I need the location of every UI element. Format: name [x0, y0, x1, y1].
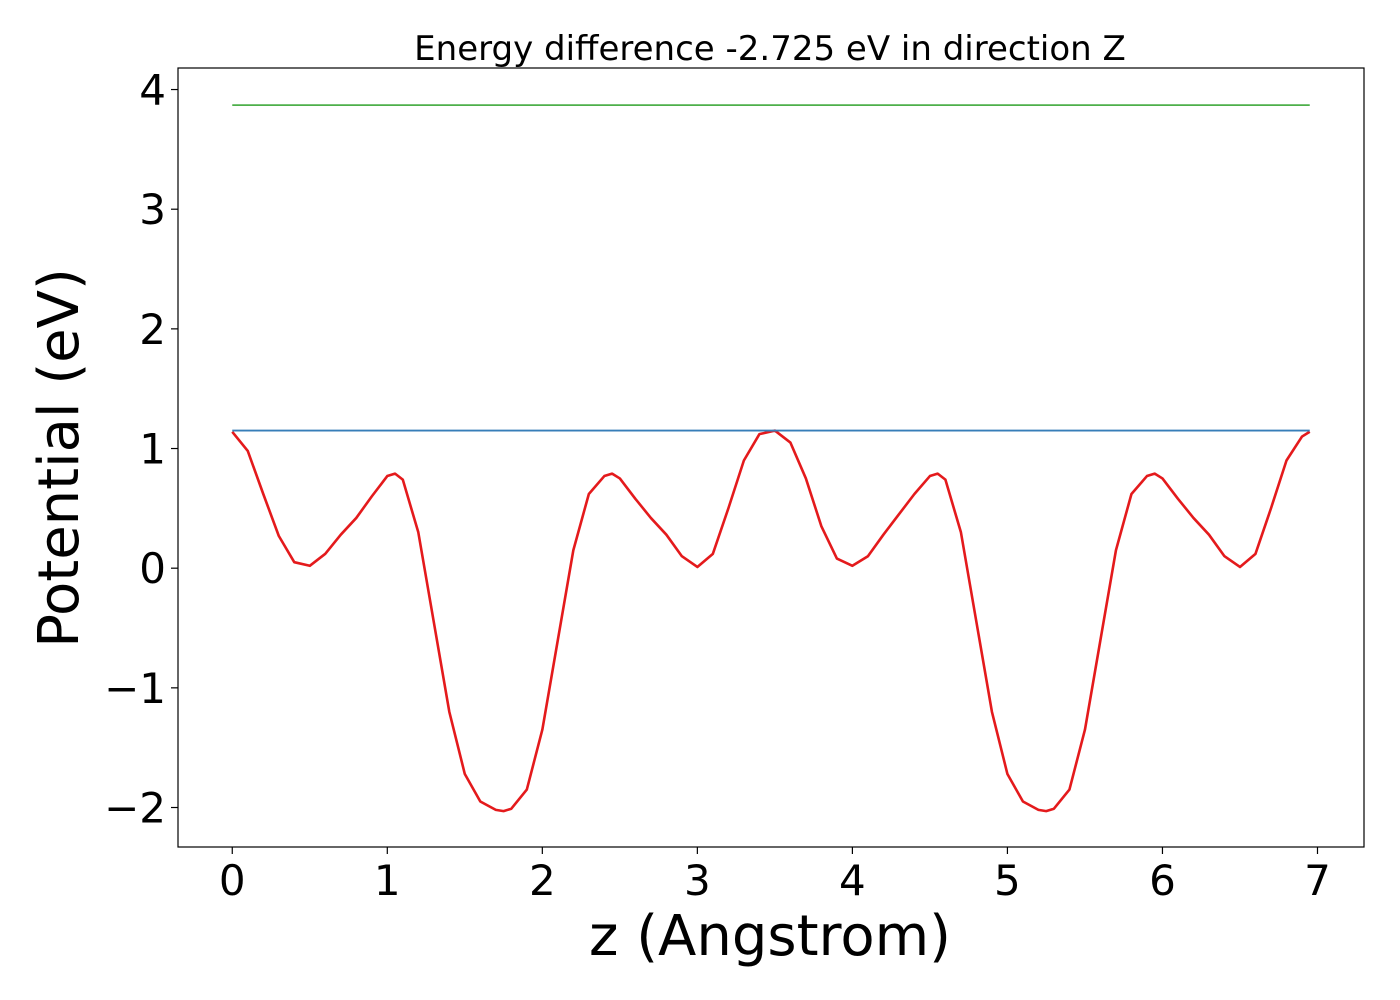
x-axis-ticks: 0 1 2 3 4 5 6 7 — [219, 847, 1331, 905]
y-tick-label: −1 — [104, 664, 166, 713]
x-tick-label: 1 — [374, 856, 401, 905]
y-tick-label: 3 — [139, 185, 166, 234]
chart-title: Energy difference -2.725 eV in direction… — [414, 29, 1126, 69]
y-tick-label: 0 — [139, 544, 166, 593]
plot-frame — [177, 67, 1365, 848]
y-tick-label: −2 — [104, 784, 166, 833]
y-tick-label: 4 — [139, 66, 166, 115]
x-tick-label: 5 — [994, 856, 1021, 905]
x-tick-label: 7 — [1304, 856, 1331, 905]
x-tick-label: 6 — [1149, 856, 1176, 905]
x-tick-label: 3 — [684, 856, 711, 905]
y-tick-label: 2 — [139, 305, 166, 354]
series-layer — [231, 104, 1311, 813]
y-axis-ticks: −2 −1 0 1 2 3 4 — [104, 66, 178, 833]
x-tick-label: 4 — [839, 856, 866, 905]
x-tick-label: 0 — [219, 856, 246, 905]
y-axis-label: Potential (eV) — [27, 268, 92, 648]
y-tick-label: 1 — [139, 425, 166, 474]
x-tick-label: 2 — [529, 856, 556, 905]
series-line-0 — [231, 429, 1311, 813]
x-axis-label: z (Angstrom) — [589, 904, 951, 969]
